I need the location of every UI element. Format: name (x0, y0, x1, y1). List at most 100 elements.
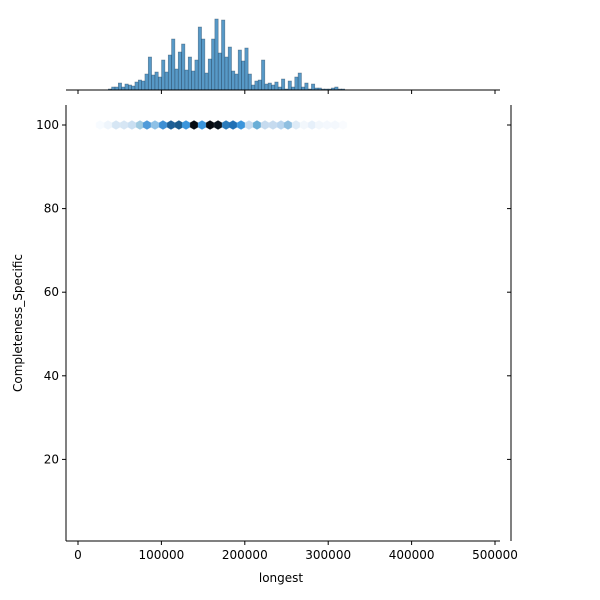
hexbin-cell (158, 120, 168, 130)
hexbin-cell (291, 120, 301, 130)
histogram-bar (227, 46, 232, 91)
histogram-bar (137, 79, 142, 91)
x-tick-label: 500000 (472, 548, 518, 562)
hexbin-cell (338, 120, 348, 130)
hexbin-cell (213, 120, 223, 130)
hexbin-cell (166, 120, 176, 130)
histogram-bar (231, 70, 236, 91)
x-tick-label: 300000 (305, 548, 351, 562)
hexbin-cell (330, 120, 340, 130)
y-tick-label: 20 (44, 452, 59, 466)
histogram-bar (141, 80, 146, 91)
histogram-bar (181, 43, 186, 91)
histogram-bar (117, 82, 122, 91)
histogram-bar (154, 71, 159, 91)
hexbin-cell (174, 120, 183, 130)
y-tick-label: 40 (44, 369, 59, 383)
histogram-bar (151, 74, 156, 91)
histogram-bar (161, 59, 166, 91)
histogram-bar (241, 60, 246, 91)
hexbin-cell (111, 120, 121, 130)
y-tick-label: 80 (44, 202, 59, 216)
hexbin-cell (283, 120, 293, 130)
histogram-bar (204, 72, 209, 91)
hexbin-cell (119, 120, 129, 130)
histogram-bar (131, 85, 136, 91)
histogram-bar (237, 49, 242, 91)
histogram-bar (197, 26, 202, 91)
histogram-bar (214, 18, 219, 91)
histogram-bar (274, 81, 279, 91)
histogram-bar (144, 73, 149, 91)
histogram-bar (281, 78, 286, 91)
histogram-bar (261, 59, 266, 91)
hexbin-cell (150, 120, 160, 130)
histogram-bar (124, 83, 129, 91)
histogram-bar (194, 59, 199, 91)
histogram-bar (177, 51, 182, 91)
histogram-bar (167, 54, 172, 91)
hexbin-cell (244, 120, 254, 130)
histogram-bar (257, 79, 262, 91)
histogram-bar (294, 76, 299, 91)
hexbin-cell (221, 120, 231, 130)
histogram-bar (267, 82, 272, 91)
marginal-y-axis (507, 105, 512, 541)
hexbin-cell (276, 120, 286, 130)
joint-axes: 0 100000 200000 300000 400000 500000 20 40 60 80 1… (36, 105, 518, 562)
histogram-bar (244, 47, 249, 91)
marginal-x-histogram (108, 18, 346, 91)
hexbin-cell (322, 120, 332, 130)
histogram-bar (211, 38, 216, 91)
histogram-bar (174, 68, 179, 91)
y-tick-label: 60 (44, 285, 59, 299)
hexbin-cell (189, 120, 199, 130)
histogram-bar (201, 38, 206, 91)
histogram-bar (271, 84, 276, 91)
hexbin-cell (228, 120, 238, 130)
hexbin-cell (135, 120, 145, 130)
histogram-bar (147, 56, 152, 91)
histogram-bar (311, 83, 316, 91)
hexbin-cell (142, 120, 152, 130)
histogram-bar (221, 19, 226, 91)
histogram-bar (217, 52, 222, 91)
hexbin-cell (307, 120, 317, 130)
x-tick-label: 0 (74, 548, 82, 562)
histogram-bar (184, 69, 189, 91)
x-tick-label: 100000 (138, 548, 184, 562)
histogram-bar (247, 73, 252, 91)
hexbin-cell (205, 120, 215, 130)
hexbin-cell (95, 120, 105, 130)
histogram-bar (207, 58, 212, 91)
hexbin-cell (197, 120, 207, 130)
histogram-bar (287, 80, 292, 91)
histogram-bar (264, 83, 269, 91)
histogram-bar (224, 56, 229, 91)
marginal-x-axis (66, 89, 500, 94)
hexbin-cell (299, 120, 309, 130)
histogram-bar (304, 82, 309, 91)
histogram-bar (187, 56, 192, 91)
x-axis-label: longest (259, 571, 304, 585)
hexbin-cell (127, 120, 137, 130)
hexbin-cell (103, 120, 113, 130)
histogram-bar (157, 76, 162, 91)
hexbin-cell (260, 120, 270, 130)
histogram-bar (171, 38, 176, 91)
histogram-bar (234, 73, 239, 91)
y-axis-label: Completeness_Specific (11, 254, 25, 392)
histogram-bar (164, 71, 169, 91)
histogram-bar (191, 70, 196, 91)
x-tick-label: 200000 (222, 548, 268, 562)
hexbin-cell (252, 120, 262, 130)
y-tick-label: 100 (36, 118, 59, 132)
histogram-bar (254, 80, 259, 91)
hexbin-cell (268, 120, 278, 130)
histogram-bar (251, 84, 256, 91)
histogram-bar (134, 81, 139, 91)
histogram-bar (127, 84, 132, 91)
hexbin-cell (314, 120, 324, 130)
hexbin-cell (181, 120, 191, 130)
